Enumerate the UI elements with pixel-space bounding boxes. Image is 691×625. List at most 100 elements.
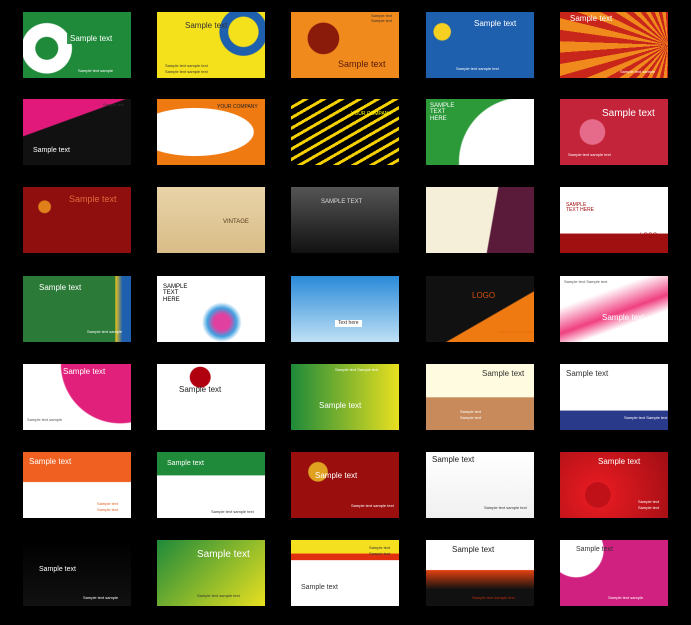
business-card: SAMPLE TEXT [291, 187, 399, 253]
card-text: Sample text [474, 19, 517, 28]
business-card: Sample text Sample text [23, 99, 131, 165]
card-text: Sample text sample text [197, 593, 240, 598]
card-text: SAMPLE TEXT HERE [163, 284, 188, 303]
business-card [426, 187, 534, 253]
business-card: Sample text Sample text Sample text [291, 364, 399, 430]
card-text: Sample text [179, 385, 222, 394]
card-text: Sample text Sample text [624, 415, 668, 420]
business-card: SAMPLE TEXT HERE [157, 276, 265, 342]
card-text: Sample text [570, 14, 613, 23]
card-text: VINTAGE [223, 219, 249, 225]
business-card: Sample text Sample text Sample text [23, 452, 131, 518]
business-card: Sample text Sample text sample text [291, 452, 399, 518]
business-card: Sample text Sample text sample [23, 364, 131, 430]
card-text: Sample text [566, 369, 609, 378]
card-text: Sample text [598, 457, 641, 466]
business-card: Sample text Sample text sample text Sample… [157, 12, 265, 78]
card-text: Sample text [185, 21, 228, 30]
business-card: Sample text Sample text sample [560, 12, 668, 78]
business-card: Sample text Sample text sample [560, 540, 668, 606]
business-card: Sample text [23, 187, 131, 253]
card-text: Sample text [319, 401, 362, 410]
card-text: LOGO [640, 233, 658, 239]
business-card: Sample text Sample text sample [23, 276, 131, 342]
business-card: Sample text Sample text sample text [157, 452, 265, 518]
card-text: Sample text [103, 102, 125, 107]
card-text: Sample text [482, 369, 525, 378]
card-text: Sample text [602, 108, 655, 119]
business-card: Sample text Sample text sample [23, 12, 131, 78]
card-text: Sample text [369, 545, 391, 550]
card-text: Sample text sample text [351, 503, 394, 508]
card-text: Sample text [338, 59, 386, 69]
business-card: LOGO Sample text sample [426, 276, 534, 342]
card-text: Sample text [371, 18, 393, 23]
business-card: Sample text Sample text Sample text [560, 276, 668, 342]
card-text: SAMPLE TEXT HERE [566, 202, 594, 214]
card-text: Sample text [69, 194, 117, 204]
card-text: Sample text [39, 283, 82, 292]
business-card: Sample text Sample text Sample text [291, 540, 399, 606]
card-text: Sample text [371, 13, 393, 18]
card-text: Sample text [167, 460, 204, 467]
card-text: LOGO [472, 291, 496, 300]
business-card: SAMPLE TEXT HERE LOGO [426, 99, 534, 165]
card-text: Sample text sample text [211, 509, 254, 514]
business-card: Sample text Sample text sample [23, 540, 131, 606]
card-text: Sample text sample text [165, 69, 208, 74]
business-card: Text here [291, 276, 399, 342]
card-text: YOUR COMPANY [351, 111, 392, 117]
business-card: Sample text Sample text sample text [560, 99, 668, 165]
card-text: Sample text sample [87, 329, 123, 334]
business-card: Sample text Sample text sample text [157, 540, 265, 606]
card-text: Sample text [432, 455, 475, 464]
card-text: YOUR COMPANY [217, 104, 258, 110]
card-text: Sample text Sample text [564, 279, 608, 284]
business-card: Sample text Sample text sample text [426, 12, 534, 78]
card-text: Sample text sample [620, 69, 656, 74]
card-text: Sample text sample [608, 595, 644, 600]
card-text: Sample text [301, 584, 338, 591]
business-card: Sample text Sample text Sample text [560, 452, 668, 518]
card-text: Sample text [369, 551, 391, 556]
card-text: Sample text [452, 545, 495, 554]
card-text: Text here [335, 320, 362, 328]
card-text: Sample text [460, 415, 482, 420]
business-card: YOUR COMPANY [291, 99, 399, 165]
business-card: Sample text Sample text sample text [426, 452, 534, 518]
card-text: Sample text [315, 471, 358, 480]
card-text: Sample text sample text [568, 152, 611, 157]
card-text: Sample text sample [83, 595, 119, 600]
card-text: Sample text [33, 147, 70, 154]
card-text: SAMPLE TEXT HERE [430, 103, 455, 122]
business-card: YOUR COMPANY [157, 99, 265, 165]
card-text: Sample text sample [78, 68, 114, 73]
card-text: Sample text sample text [472, 595, 515, 600]
card-text: Sample text [638, 505, 660, 510]
card-text: Sample text sample text [456, 66, 499, 71]
card-text: Sample text sample text [484, 505, 527, 510]
business-card: Sample text Sample text Sample text [291, 12, 399, 78]
card-text: Sample text [638, 499, 660, 504]
card-text: Sample text [602, 313, 645, 322]
card-text: Sample text [29, 457, 72, 466]
card-text: Sample text sample [498, 329, 534, 334]
business-card: Sample text [157, 364, 265, 430]
business-card: Sample text Sample text Sample text [560, 364, 668, 430]
card-text: Sample text Sample text [335, 367, 379, 372]
business-card: Sample text Sample text Sample text [426, 364, 534, 430]
business-card: Sample text Sample text sample text [426, 540, 534, 606]
card-text: Sample text sample text [165, 63, 208, 68]
business-card: SAMPLE TEXT HERE LOGO [560, 187, 668, 253]
card-text: Sample text [67, 34, 116, 45]
card-text: Sample text [63, 367, 106, 376]
card-text: Sample text [460, 409, 482, 414]
card-text: Sample text sample [27, 417, 63, 422]
card-text: Sample text [197, 549, 250, 560]
card-text: LOGO [502, 102, 526, 111]
card-text: Sample text [97, 507, 119, 512]
card-text: SAMPLE TEXT [321, 199, 363, 205]
business-card: VINTAGE [157, 187, 265, 253]
card-text: Sample text [97, 501, 119, 506]
